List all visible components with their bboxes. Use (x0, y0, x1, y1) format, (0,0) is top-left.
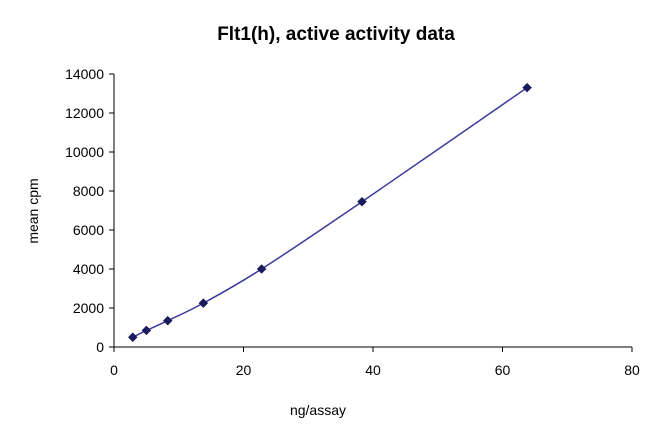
data-point (198, 298, 209, 308)
y-tick-label: 6000 (73, 222, 104, 238)
x-tick-label: 40 (365, 362, 381, 378)
data-point (256, 264, 267, 274)
data-point (522, 82, 532, 93)
y-tick-label: 0 (96, 339, 104, 355)
x-tick-label: 0 (110, 362, 118, 378)
y-tick-label: 2000 (73, 300, 104, 316)
plot-area: 0 2000 4000 6000 8000 10000 12000 14000 0 20 40 60 8… (65, 66, 640, 378)
data-point (162, 315, 173, 326)
x-tick-label: 80 (624, 362, 640, 378)
y-tick-label: 10000 (65, 144, 104, 160)
x-axis-title: ng/assay (290, 402, 346, 418)
chart-title: Flt1(h), active activity data (217, 24, 455, 45)
y-tick-label: 14000 (65, 66, 104, 82)
x-tick-label: 20 (236, 362, 252, 378)
data-point (127, 332, 138, 343)
y-tick-label: 12000 (65, 105, 104, 121)
x-tick-label: 60 (495, 362, 511, 378)
y-axis-title: mean cpm (25, 178, 41, 243)
series-line (132, 87, 528, 338)
data-point (141, 325, 152, 336)
y-tick-label: 4000 (73, 261, 104, 277)
y-tick-label: 8000 (73, 183, 104, 199)
data-point (357, 196, 367, 207)
